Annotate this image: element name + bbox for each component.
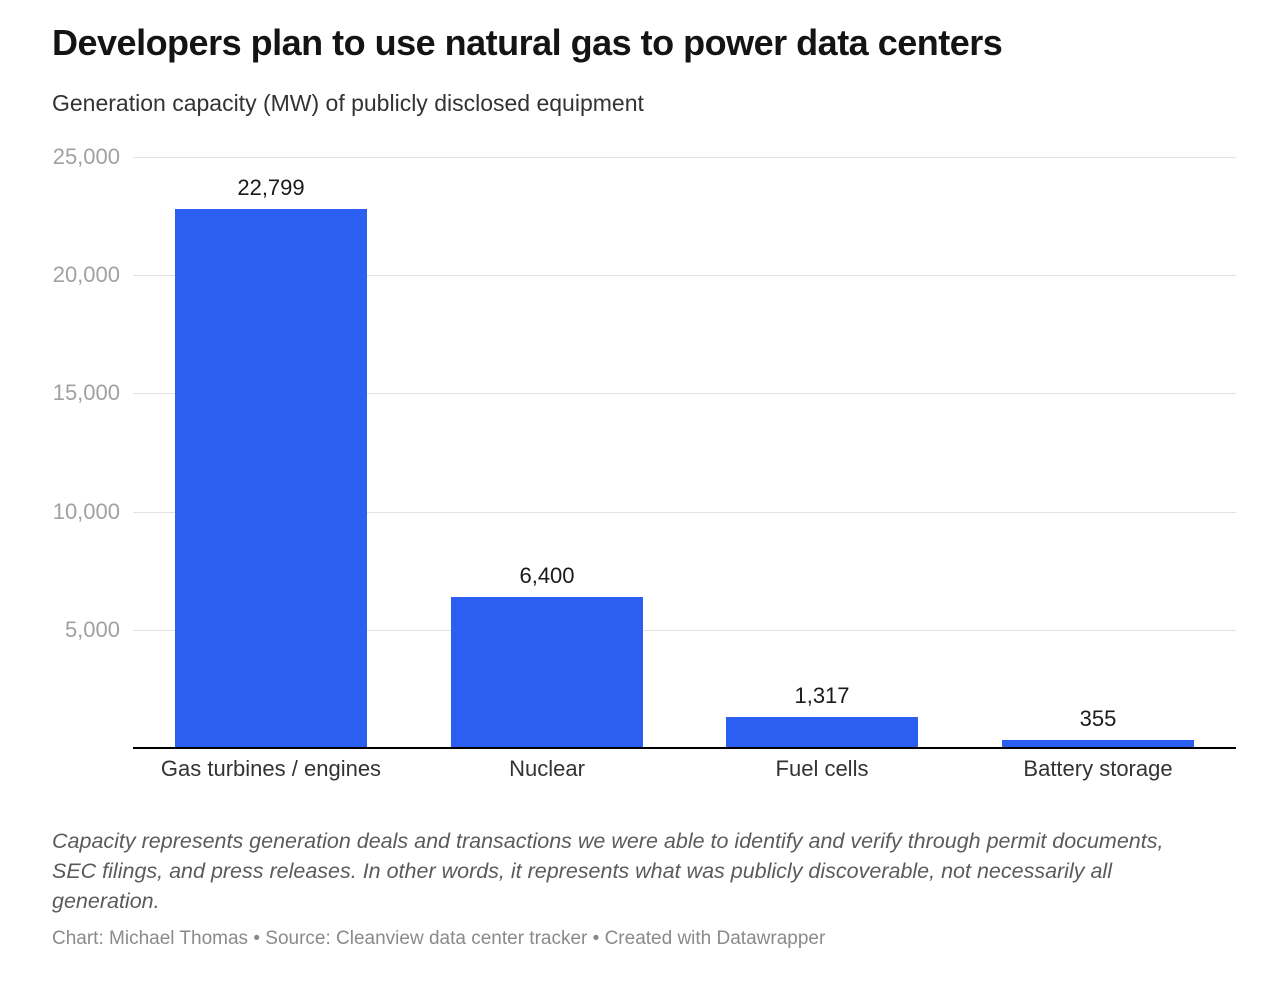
bar-value-label: 22,799	[237, 175, 305, 200]
y-tick-label: 15,000	[52, 380, 120, 405]
gridline	[133, 630, 1236, 631]
chart-title: Developers plan to use natural gas to po…	[52, 22, 1003, 63]
category-label: Fuel cells	[775, 756, 869, 781]
bar	[726, 717, 918, 748]
chart-subtitle: Generation capacity (MW) of publicly dis…	[52, 90, 644, 116]
bar-value-label: 1,317	[794, 683, 850, 708]
bar-value-label: 6,400	[519, 563, 575, 588]
y-tick-label: 20,000	[52, 262, 120, 287]
bar	[451, 597, 643, 748]
category-label: Gas turbines / engines	[160, 756, 382, 781]
gridline	[133, 275, 1236, 276]
gridline	[133, 157, 1236, 158]
y-tick-label: 5,000	[64, 617, 120, 642]
footnote: Capacity represents generation deals and…	[52, 829, 1164, 913]
gridline	[133, 393, 1236, 394]
x-axis-labels: Gas turbines / engines Nuclear Fuel cells B…	[133, 756, 1236, 786]
bar-value-label: 355	[1079, 706, 1117, 731]
bar	[1002, 740, 1194, 748]
x-axis-line	[133, 747, 1236, 749]
category-label: Nuclear	[509, 756, 585, 781]
credit-line: Chart: Michael Thomas • Source: Cleanvie…	[52, 928, 826, 949]
bar	[175, 209, 367, 748]
category-label: Battery storage	[1023, 756, 1173, 781]
y-axis-labels: 5,000 10,000 15,000 20,000 25,000	[0, 146, 120, 748]
y-tick-label: 25,000	[52, 144, 120, 169]
y-tick-label: 10,000	[52, 499, 120, 524]
gridline	[133, 512, 1236, 513]
plot-area: 22,799 6,400 1,317 355	[133, 157, 1236, 749]
